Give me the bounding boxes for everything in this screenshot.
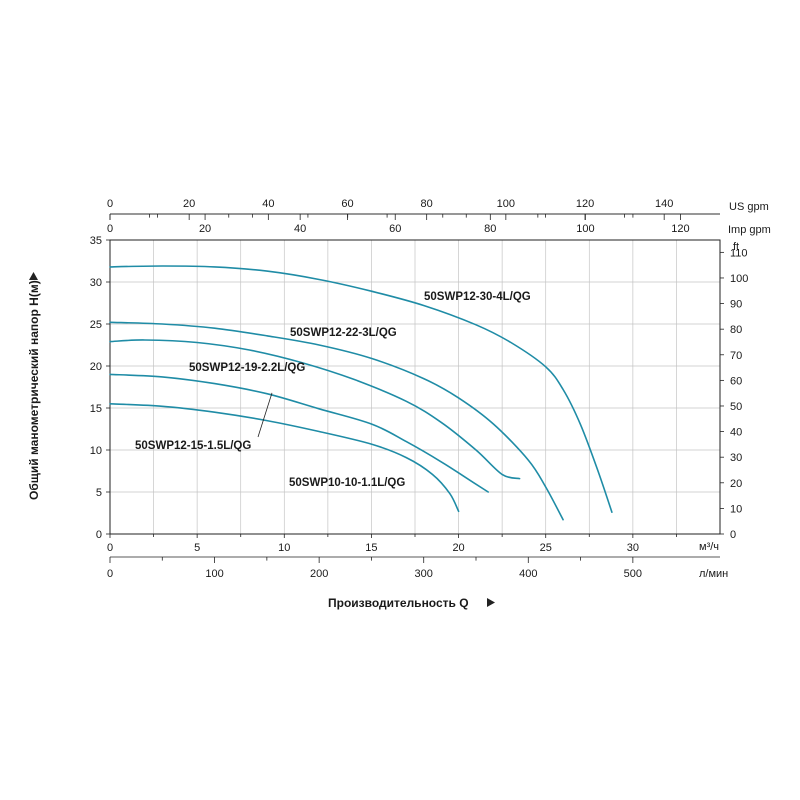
curve-label-50swp12-15-1-5l-qg: 50SWP12-15-1.5L/QG	[135, 440, 251, 452]
grid	[110, 240, 720, 534]
us-gpm-tick-label: 140	[655, 198, 673, 210]
x-tick-label: 0	[107, 542, 113, 554]
imp-gpm-tick-label: 20	[199, 223, 211, 235]
x-tick-label: 5	[194, 542, 200, 554]
us-gpm-tick-label: 40	[262, 198, 274, 210]
x-tick-label: 10	[278, 542, 290, 554]
ft-tick-label: 50	[730, 401, 742, 413]
ft-tick-label: 70	[730, 350, 742, 362]
imp-gpm-unit-label: Imp gpm	[728, 224, 771, 236]
curve-50swp12-30-4l-qg	[109, 265, 613, 513]
ft-tick-label: 40	[730, 427, 742, 439]
lpm-tick-label: 100	[205, 568, 223, 580]
y-tick-label: 35	[90, 235, 102, 247]
curve-label-leader	[257, 392, 273, 438]
ft-tick-label: 80	[730, 324, 742, 336]
curve-50swp12-22-3l-qg	[109, 321, 564, 521]
ft-tick-label: 0	[730, 529, 736, 541]
curve-label-50swp12-19-2-2l-qg: 50SWP12-19-2.2L/QG	[189, 362, 305, 374]
x-tick-label: 15	[365, 542, 377, 554]
curve-label-50swp12-30-4l-qg: 50SWP12-30-4L/QG	[424, 291, 531, 303]
plot-frame	[106, 213, 724, 563]
x-tick-label: 30	[627, 542, 639, 554]
lpm-tick-label: 400	[519, 568, 537, 580]
us-gpm-tick-label: 100	[497, 198, 515, 210]
imp-gpm-tick-label: 100	[576, 223, 594, 235]
imp-gpm-tick-label: 40	[294, 223, 306, 235]
curve-label-50swp10-10-1-1l-qg: 50SWP10-10-1.1L/QG	[289, 477, 405, 489]
us-gpm-tick-label: 120	[576, 198, 594, 210]
ft-tick-label: 110	[730, 247, 748, 259]
y-tick-label: 30	[90, 277, 102, 289]
y-tick-label: 25	[90, 319, 102, 331]
us-gpm-unit-label: US gpm	[729, 201, 769, 213]
x-tick-label: 25	[540, 542, 552, 554]
curve-50swp12-15-1-5l-qg	[109, 373, 489, 493]
y-axis-arrow-icon	[29, 272, 38, 280]
us-gpm-tick-label: 80	[421, 198, 433, 210]
curve-50swp10-10-1-1l-qg	[109, 403, 460, 513]
y-tick-label: 0	[96, 529, 102, 541]
m3h-unit-label: м³/ч	[699, 541, 719, 553]
ft-tick-label: 20	[730, 478, 742, 490]
y-tick-label: 20	[90, 361, 102, 373]
ft-tick-label: 10	[730, 503, 742, 515]
us-gpm-tick-label: 20	[183, 198, 195, 210]
lpm-tick-label: 300	[415, 568, 433, 580]
lpm-tick-label: 500	[624, 568, 642, 580]
lpm-unit-label: л/мин	[699, 568, 728, 580]
y-tick-label: 5	[96, 487, 102, 499]
ft-unit-label: ft	[733, 241, 739, 253]
x-axis-arrow-icon	[487, 598, 495, 607]
curve-50swp12-19-2-2l-qg	[109, 339, 521, 480]
imp-gpm-tick-label: 120	[671, 223, 689, 235]
x-tick-label: 20	[452, 542, 464, 554]
curves	[109, 265, 613, 521]
us-gpm-tick-label: 60	[341, 198, 353, 210]
curve-label-50swp12-22-3l-qg: 50SWP12-22-3L/QG	[290, 327, 397, 339]
imp-gpm-tick-label: 0	[107, 223, 113, 235]
lpm-tick-label: 0	[107, 568, 113, 580]
x-axis-title: Производительность Q	[328, 596, 469, 610]
ft-tick-label: 90	[730, 299, 742, 311]
ft-tick-label: 100	[730, 273, 748, 285]
imp-gpm-tick-label: 80	[484, 223, 496, 235]
us-gpm-tick-label: 0	[107, 198, 113, 210]
y-tick-label: 15	[90, 403, 102, 415]
lpm-tick-label: 200	[310, 568, 328, 580]
imp-gpm-tick-label: 60	[389, 223, 401, 235]
y-tick-label: 10	[90, 445, 102, 457]
ft-tick-label: 30	[730, 452, 742, 464]
y-axis-title: Общий манометрический напор H(м)	[27, 280, 41, 500]
ft-tick-label: 60	[730, 375, 742, 387]
